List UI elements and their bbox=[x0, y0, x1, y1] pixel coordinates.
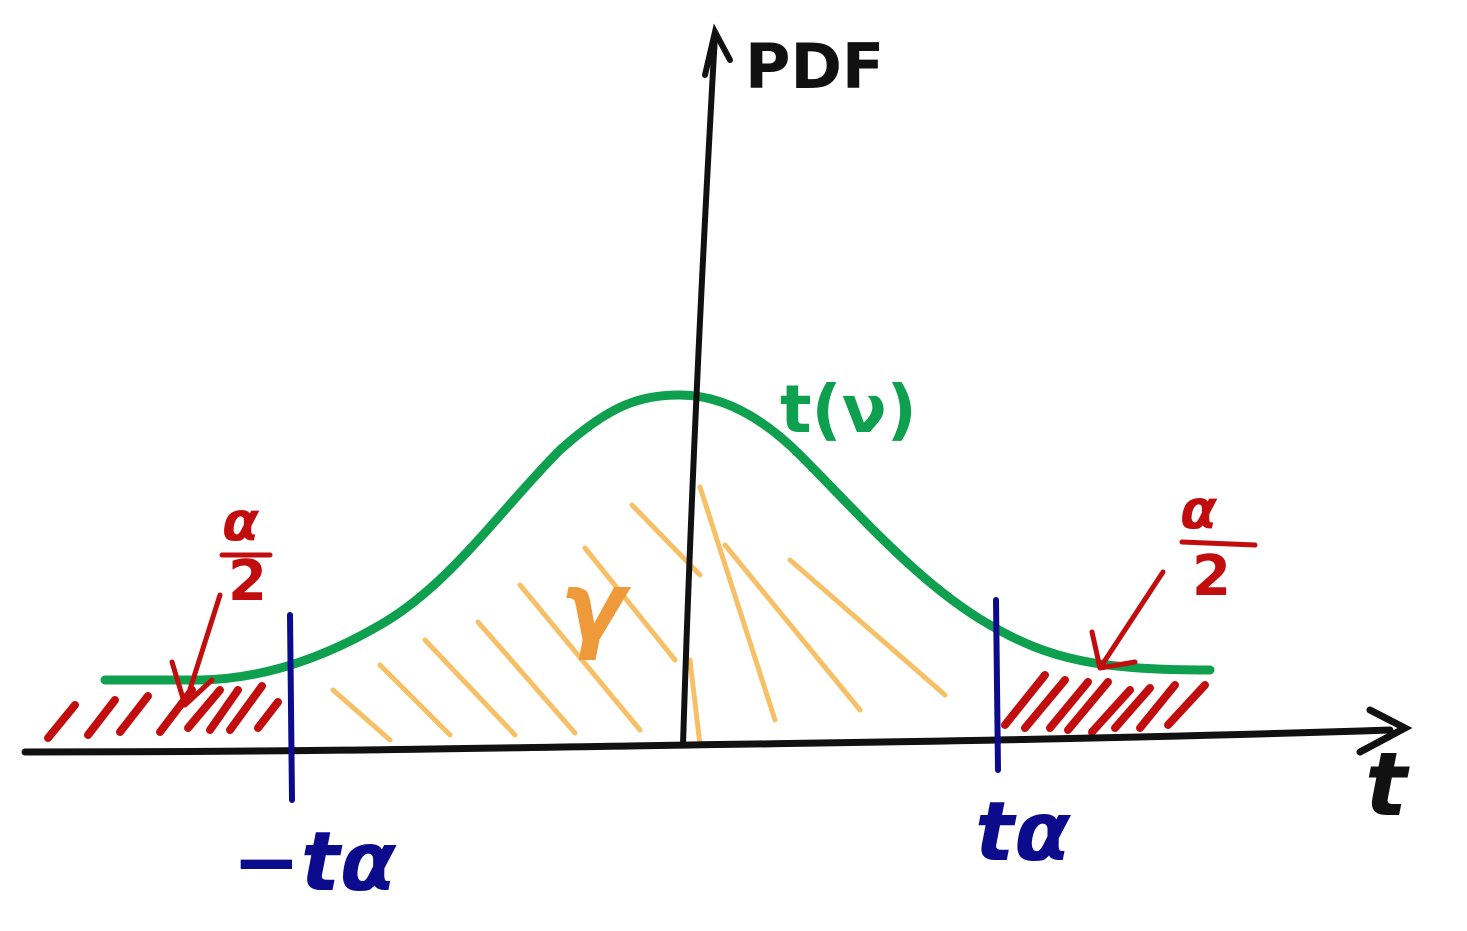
y-axis bbox=[680, 23, 733, 748]
x-axis bbox=[21, 706, 1413, 756]
right-critical-line bbox=[993, 597, 1001, 773]
y-axis-label: PDF bbox=[745, 30, 884, 103]
right-tail-two: 2 bbox=[1192, 544, 1231, 609]
right-tail-hatching bbox=[1001, 671, 1209, 736]
right-tail-pointer bbox=[1089, 569, 1166, 671]
center-region-label: γ bbox=[560, 551, 632, 663]
curve-label: t(ν) bbox=[780, 371, 917, 448]
left-tail-hatching bbox=[44, 682, 282, 742]
left-tail-alpha: α bbox=[222, 490, 260, 553]
right-critical-label: tα bbox=[975, 785, 1071, 880]
x-axis-label: t bbox=[1365, 733, 1410, 836]
left-critical-line bbox=[287, 612, 295, 803]
right-tail-alpha: α bbox=[1180, 478, 1218, 541]
left-critical-label: −tα bbox=[232, 815, 397, 910]
y-axis-arrowhead bbox=[702, 23, 733, 78]
right-fraction-bar bbox=[1179, 539, 1258, 548]
left-tail-two: 2 bbox=[228, 549, 267, 614]
left-tail-pointer bbox=[169, 592, 223, 708]
x-axis-arrowhead bbox=[1356, 706, 1413, 756]
center-region-hatching bbox=[330, 484, 948, 748]
